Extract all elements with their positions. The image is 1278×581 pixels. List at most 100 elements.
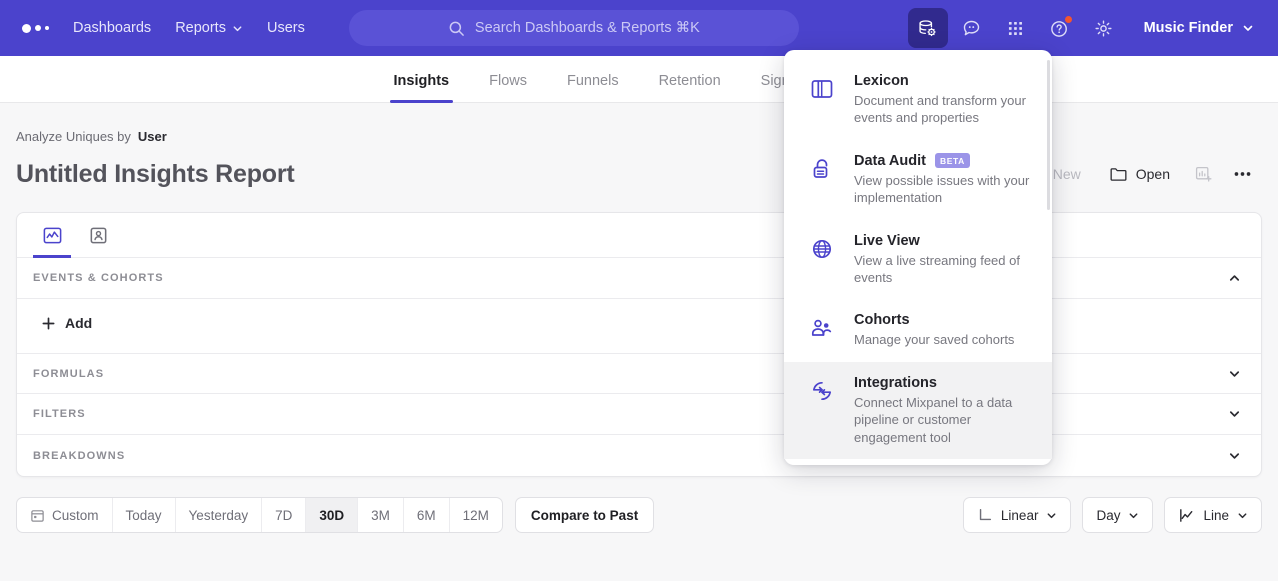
analyze-breadcrumb[interactable]: Analyze Uniques by User — [16, 129, 1262, 144]
top-navigation-bar: Dashboards Reports Users Search Dashboar… — [0, 0, 1278, 56]
section-filters-label: Filters — [33, 408, 86, 420]
tab-funnels[interactable]: Funnels — [547, 73, 639, 102]
date-range-6m-label: 6M — [416, 507, 436, 523]
data-management-icon — [919, 19, 936, 36]
chevron-down-icon — [1229, 370, 1240, 377]
section-filters-toggle[interactable] — [1222, 402, 1247, 427]
chart-toolbar: Custom Today Yesterday 7D 30D 3M 6M 12M … — [16, 497, 1262, 533]
nav-link-users[interactable]: Users — [255, 12, 317, 44]
add-event-button[interactable]: Add — [33, 307, 104, 339]
open-report-button[interactable]: Open — [1095, 157, 1184, 192]
menu-item-cohorts-desc: Manage your saved cohorts — [854, 332, 1015, 348]
nav-link-reports[interactable]: Reports — [163, 12, 255, 44]
metrics-chart-icon — [43, 227, 61, 243]
date-range-custom-label: Custom — [52, 507, 99, 523]
menu-item-data-audit[interactable]: Data Audit BETA View possible issues wit… — [784, 140, 1052, 220]
section-breakdowns: Breakdowns — [17, 435, 1261, 476]
project-name-label: Music Finder — [1143, 20, 1233, 36]
tab-flows-label: Flows — [489, 73, 527, 89]
help-question-icon — [1051, 20, 1067, 37]
date-range-3m-label: 3M — [371, 507, 390, 523]
nav-link-dashboards[interactable]: Dashboards — [61, 12, 163, 44]
chevron-down-icon — [1229, 411, 1240, 417]
date-range-30d-label: 30D — [319, 507, 345, 523]
date-range-6m[interactable]: 6M — [404, 498, 450, 532]
date-range-yesterday[interactable]: Yesterday — [176, 498, 263, 532]
scale-selector[interactable]: Linear — [962, 497, 1072, 533]
search-icon — [449, 21, 464, 36]
menu-item-lexicon[interactable]: Lexicon Document and transform your even… — [784, 60, 1052, 140]
folder-icon — [1110, 167, 1127, 181]
new-report-button[interactable]: New — [1039, 158, 1095, 190]
section-formulas-label: Formulas — [33, 367, 105, 380]
line-chart-icon — [1180, 508, 1193, 522]
query-builder-tabs — [17, 213, 1261, 258]
section-formulas: Formulas — [17, 353, 1261, 394]
query-tab-users[interactable] — [75, 213, 121, 257]
section-filters: Filters — [17, 394, 1261, 435]
date-range-today[interactable]: Today — [113, 498, 176, 532]
menu-item-lexicon-desc: Document and transform your events and p… — [854, 93, 1026, 126]
analyze-prefix-label: Analyze Uniques by — [16, 129, 131, 144]
lexicon-book-icon — [806, 73, 838, 127]
settings-gear-icon — [1095, 19, 1112, 37]
menu-item-live-view-title: Live View — [854, 232, 920, 249]
interval-selector[interactable]: Day — [1082, 497, 1154, 533]
project-selector[interactable]: Music Finder — [1128, 12, 1264, 44]
dropdown-scrollbar[interactable] — [1047, 60, 1050, 210]
scale-selector-label: Linear — [1000, 507, 1039, 523]
tab-retention[interactable]: Retention — [639, 73, 741, 102]
section-breakdowns-toggle[interactable] — [1222, 443, 1247, 468]
apps-grid-icon-button[interactable] — [996, 8, 1036, 48]
report-type-tabs: Insights Flows Funnels Retention Signal … — [0, 56, 1278, 103]
date-range-3m[interactable]: 3M — [358, 498, 404, 532]
date-range-custom[interactable]: Custom — [17, 498, 113, 532]
mixpanel-logo[interactable] — [14, 23, 61, 33]
top-nav-actions: Music Finder — [907, 8, 1264, 48]
more-options-icon — [1234, 172, 1251, 176]
user-profile-icon — [90, 227, 106, 243]
query-tab-metrics[interactable] — [29, 213, 75, 258]
data-audit-lock-icon — [806, 153, 838, 207]
axis-scale-icon — [979, 508, 991, 521]
compare-to-past-button[interactable]: Compare to Past — [514, 497, 655, 533]
live-view-globe-icon — [806, 233, 838, 287]
date-range-30d[interactable]: 30D — [306, 498, 359, 532]
tab-flows[interactable]: Flows — [469, 73, 547, 102]
section-events-cohorts-toggle[interactable] — [1222, 266, 1247, 291]
add-to-dashboard-button[interactable] — [1184, 157, 1223, 192]
tab-insights[interactable]: Insights — [374, 73, 470, 103]
report-header: Analyze Uniques by User Untitled Insight… — [0, 103, 1278, 192]
add-event-label: Add — [65, 315, 93, 331]
menu-item-integrations-desc: Connect Mixpanel to a data pipeline or c… — [854, 394, 1013, 445]
more-options-button[interactable] — [1223, 163, 1262, 185]
data-management-icon-button[interactable] — [907, 8, 948, 48]
feedback-chat-icon-button[interactable] — [952, 8, 992, 48]
date-range-12m[interactable]: 12M — [450, 498, 502, 532]
interval-selector-label: Day — [1096, 507, 1121, 523]
report-title-row: Untitled Insights Report Share New — [16, 156, 1262, 192]
section-breakdowns-label: Breakdowns — [33, 449, 126, 462]
beta-badge: BETA — [934, 153, 970, 169]
chevron-down-icon — [1229, 452, 1240, 459]
date-range-today-label: Today — [125, 507, 162, 523]
global-search-input[interactable]: Search Dashboards & Reports ⌘K — [348, 10, 799, 46]
chart-type-selector[interactable]: Line — [1164, 497, 1262, 533]
menu-item-live-view-desc: View a live streaming feed of events — [854, 252, 1020, 286]
new-report-label: New — [1052, 166, 1081, 182]
date-range-7d[interactable]: 7D — [262, 498, 307, 532]
menu-item-integrations[interactable]: Integrations Connect Mixpanel to a data … — [784, 361, 1052, 460]
menu-item-lexicon-title: Lexicon — [854, 73, 909, 89]
menu-item-live-view[interactable]: Live View View a live streaming feed of … — [784, 220, 1052, 300]
nav-link-dashboards-label: Dashboards — [73, 20, 152, 36]
feedback-chat-icon — [963, 20, 980, 35]
global-search-placeholder: Search Dashboards & Reports ⌘K — [474, 20, 700, 36]
notification-badge-dot — [1063, 15, 1073, 24]
settings-gear-icon-button[interactable] — [1084, 8, 1124, 48]
page-title[interactable]: Untitled Insights Report — [16, 159, 295, 188]
menu-item-cohorts[interactable]: Cohorts Manage your saved cohorts — [784, 299, 1052, 361]
help-question-icon-button[interactable] — [1040, 8, 1080, 48]
section-formulas-toggle[interactable] — [1222, 361, 1247, 386]
data-management-dropdown-menu: Lexicon Document and transform your even… — [784, 50, 1052, 466]
tab-funnels-label: Funnels — [566, 73, 619, 89]
